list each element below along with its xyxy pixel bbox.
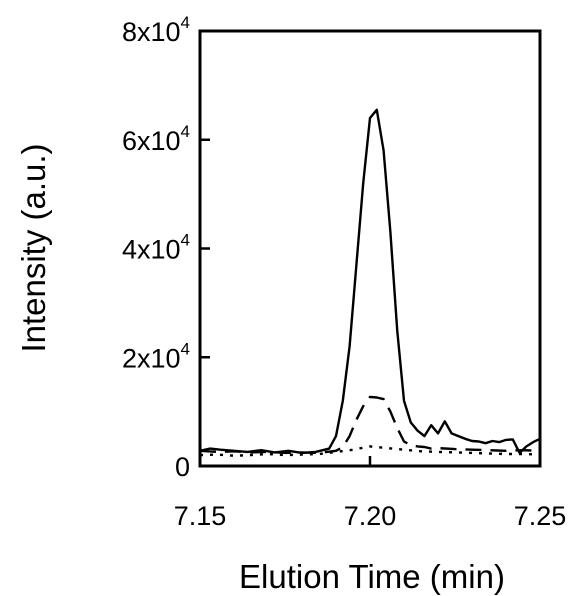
y-tick-label: 2x104 [122,339,190,373]
y-ticks: 0 2x104 4x104 6x104 8x104 [122,13,210,482]
y-tick-label: 8x104 [122,13,190,47]
x-axis-title: Elution Time (min) [239,558,505,595]
series-line-dotted [199,445,541,457]
x-tick-label: 7.25 [514,501,567,531]
y-tick-label: 0 [175,452,190,482]
series-layer [199,108,541,457]
plot-area [198,29,542,468]
y-tick-label: 4x104 [122,231,190,265]
x-tick-label: 7.20 [344,501,397,531]
x-ticks: 7.15 7.20 7.25 [174,456,567,531]
series-line-solid [199,108,541,455]
y-axis-title: Intensity (a.u.) [15,143,52,352]
series-line-dashed [199,395,541,455]
y-tick-label: 6x104 [122,122,190,156]
x-tick-label: 7.15 [174,501,227,531]
